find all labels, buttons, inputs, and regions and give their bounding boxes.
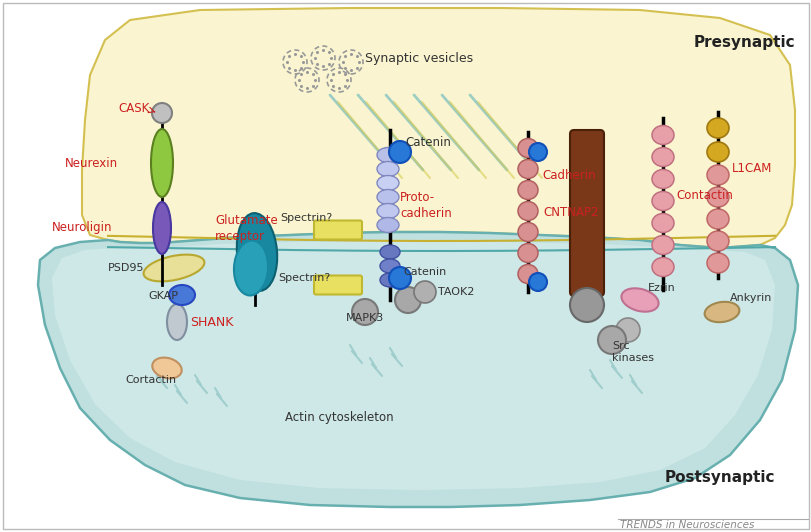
Text: Spectrin?: Spectrin?	[277, 273, 330, 283]
Ellipse shape	[704, 302, 739, 322]
Ellipse shape	[706, 165, 728, 185]
FancyBboxPatch shape	[569, 130, 603, 296]
Text: Cadherin: Cadherin	[541, 169, 595, 181]
Text: TAOK2: TAOK2	[437, 287, 474, 297]
Ellipse shape	[620, 288, 658, 312]
Text: SHANK: SHANK	[190, 315, 233, 328]
Text: TRENDS in Neurosciences: TRENDS in Neurosciences	[620, 520, 753, 530]
Ellipse shape	[237, 213, 277, 291]
Ellipse shape	[151, 129, 173, 197]
Polygon shape	[38, 232, 797, 507]
Circle shape	[597, 326, 625, 354]
Circle shape	[152, 103, 172, 123]
Ellipse shape	[651, 257, 673, 277]
Ellipse shape	[169, 285, 195, 305]
Ellipse shape	[152, 202, 171, 254]
Ellipse shape	[517, 138, 538, 157]
Ellipse shape	[380, 273, 400, 287]
Ellipse shape	[376, 204, 398, 219]
FancyBboxPatch shape	[314, 276, 362, 295]
Text: CNTNAP2: CNTNAP2	[543, 205, 598, 219]
Text: Neuroligin: Neuroligin	[51, 220, 112, 234]
Ellipse shape	[152, 358, 182, 378]
Ellipse shape	[651, 192, 673, 211]
Text: Glutamate
receptor: Glutamate receptor	[215, 213, 277, 243]
Ellipse shape	[651, 170, 673, 188]
Text: GKAP: GKAP	[148, 291, 178, 301]
Ellipse shape	[706, 142, 728, 162]
Ellipse shape	[517, 160, 538, 179]
Ellipse shape	[651, 213, 673, 232]
Circle shape	[351, 299, 378, 325]
Text: Catenin: Catenin	[402, 267, 446, 277]
Text: Ankyrin: Ankyrin	[729, 293, 771, 303]
FancyBboxPatch shape	[314, 220, 362, 239]
Text: Actin cytoskeleton: Actin cytoskeleton	[285, 411, 393, 425]
Circle shape	[414, 281, 436, 303]
Circle shape	[528, 143, 547, 161]
Text: Src
kinases: Src kinases	[611, 341, 653, 363]
Ellipse shape	[380, 259, 400, 273]
Polygon shape	[52, 241, 774, 490]
Text: Contactin: Contactin	[676, 188, 732, 202]
Text: Spectrin?: Spectrin?	[280, 213, 332, 223]
Ellipse shape	[706, 209, 728, 229]
Circle shape	[569, 288, 603, 322]
Ellipse shape	[517, 180, 538, 200]
Ellipse shape	[651, 126, 673, 145]
Text: PSD95: PSD95	[108, 263, 144, 273]
Text: Ezrin: Ezrin	[647, 283, 675, 293]
Ellipse shape	[517, 244, 538, 262]
Ellipse shape	[517, 264, 538, 284]
Text: MAPK3: MAPK3	[345, 313, 384, 323]
Text: CASK: CASK	[118, 102, 150, 114]
Ellipse shape	[517, 202, 538, 220]
Ellipse shape	[380, 245, 400, 259]
Circle shape	[388, 141, 410, 163]
Circle shape	[528, 273, 547, 291]
Text: Presynaptic: Presynaptic	[693, 35, 794, 49]
Ellipse shape	[651, 236, 673, 254]
Ellipse shape	[706, 253, 728, 273]
Ellipse shape	[517, 222, 538, 242]
Text: L1CAM: L1CAM	[731, 162, 771, 174]
Polygon shape	[82, 8, 794, 248]
Circle shape	[388, 267, 410, 289]
Ellipse shape	[167, 304, 187, 340]
Ellipse shape	[706, 231, 728, 251]
Circle shape	[616, 318, 639, 342]
Text: Synaptic vesicles: Synaptic vesicles	[365, 52, 473, 64]
Ellipse shape	[376, 218, 398, 232]
Ellipse shape	[706, 118, 728, 138]
Text: Cortactin: Cortactin	[125, 375, 176, 385]
Text: Proto-
cadherin: Proto- cadherin	[400, 190, 451, 220]
Ellipse shape	[376, 189, 398, 204]
Text: Postsynaptic: Postsynaptic	[663, 470, 774, 486]
Circle shape	[394, 287, 420, 313]
Ellipse shape	[706, 187, 728, 207]
Ellipse shape	[376, 162, 398, 177]
Ellipse shape	[376, 147, 398, 162]
Text: Neurexin: Neurexin	[65, 156, 118, 170]
Text: Catenin: Catenin	[405, 136, 450, 148]
Ellipse shape	[144, 255, 204, 281]
Ellipse shape	[376, 176, 398, 190]
Ellipse shape	[234, 240, 268, 295]
Ellipse shape	[651, 147, 673, 167]
